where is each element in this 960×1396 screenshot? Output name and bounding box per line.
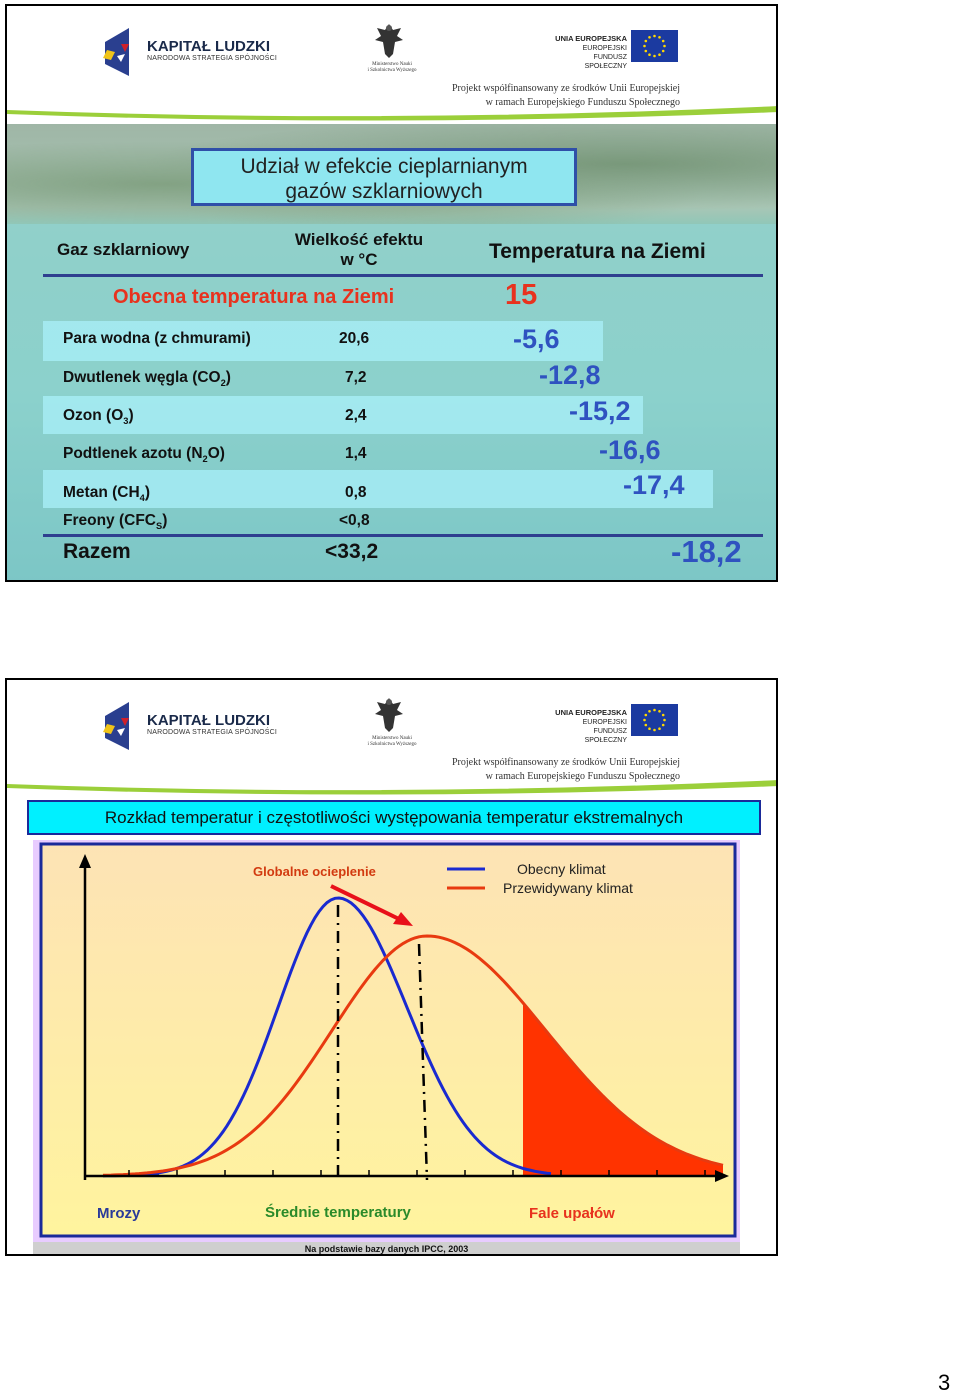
project-text: Projekt współfinansowany ze środków Unii…	[451, 757, 680, 782]
total-divider	[43, 534, 763, 537]
x-label-heat-waves: Fale upałów	[529, 1205, 615, 1222]
header-swoosh	[7, 780, 776, 795]
ministry-text: Ministerstwo Nauki i Szkolnictwa Wyższego	[367, 736, 417, 747]
x-label-frost: Mrozy	[97, 1205, 141, 1222]
eu-flag-icon	[631, 30, 678, 62]
series-line-predicted-climate	[102, 934, 724, 1177]
eagle-emblem-icon	[375, 24, 403, 58]
gas-effect: 1,4	[345, 445, 367, 462]
legend-label-predicted: Przewidywany klimat	[503, 880, 633, 896]
source-note: Na podstawie bazy danych IPCC, 2003	[33, 1242, 740, 1254]
row-bg	[43, 321, 603, 361]
kl-title: KAPITAŁ LUDZKI	[147, 38, 271, 55]
annotation-arrowhead-icon	[393, 912, 413, 926]
header-divider	[43, 274, 763, 277]
annotation-arrow	[330, 884, 402, 922]
slide-temperature-distribution: KAPITAŁ LUDZKI NARODOWA STRATEGIA SPÓJNO…	[5, 678, 778, 1256]
gas-temp: -16,6	[599, 435, 661, 465]
gas-temp: -17,4	[623, 470, 685, 500]
ue-text: UNIA EUROPEJSKA EUROPEJSKI FUNDUSZ SPOŁECZ…	[555, 708, 627, 744]
page-number: 3	[938, 1370, 951, 1395]
ue-text: UNIA EUROPEJSKA EUROPEJSKI FUNDUSZ SPOŁECZ…	[555, 34, 627, 70]
col-effect-header: Wielkość efektu w °C	[294, 230, 424, 269]
col-temp-header: Temperatura na Ziemi	[489, 240, 706, 263]
current-temp-value: 15	[505, 279, 538, 311]
kapital-ludzki-logo-icon	[103, 702, 129, 750]
header-swoosh	[7, 106, 776, 121]
x-axis-arrow-icon	[715, 1170, 729, 1182]
gas-name: Ozon (O3)	[63, 407, 134, 427]
row-bg	[43, 396, 643, 434]
x-axis-ticks	[128, 1170, 706, 1176]
greenhouse-table: Gaz szklarniowy Wielkość efektu w °C Temp…	[7, 124, 776, 580]
slide1-title: Udział w efekcie cieplarnianym gazów szkl…	[191, 148, 577, 206]
gas-effect: 0,8	[345, 484, 367, 501]
row-bg	[43, 470, 713, 508]
gas-temp: -5,6	[513, 324, 560, 354]
kl-title: KAPITAŁ LUDZKI	[147, 712, 271, 729]
total-effect: <33,2	[325, 540, 379, 563]
slide2-title: Rozkład temperatur i częstotliwości wyst…	[27, 800, 761, 835]
col-gas-header: Gaz szklarniowy	[57, 240, 190, 259]
slide-header: KAPITAŁ LUDZKI NARODOWA STRATEGIA SPÓJNO…	[7, 680, 776, 800]
gas-name: Dwutlenek węgla (CO2)	[63, 369, 231, 389]
gas-name: Freony (CFCS)	[63, 512, 168, 532]
current-temp-label: Obecna temperatura na Ziemi	[113, 286, 395, 308]
y-axis-arrow-icon	[79, 854, 91, 868]
slide-header: KAPITAŁ LUDZKI NARODOWA STRATEGIA SPÓJNO…	[7, 6, 776, 126]
gas-temp: -12,8	[539, 360, 601, 390]
temperature-distribution-chart: Globalne ocieplenie Obecny klimat Przewi…	[33, 840, 740, 1242]
kapital-ludzki-logo-icon	[103, 28, 129, 76]
heat-wave-area	[523, 1002, 723, 1176]
legend-label-current: Obecny klimat	[517, 861, 606, 877]
ministry-text: Ministerstwo Nauki i Szkolnictwa Wyższego	[367, 62, 417, 73]
eu-flag-icon	[631, 704, 678, 736]
x-label-average: Średnie temperatury	[265, 1203, 412, 1221]
kl-subtitle: NARODOWA STRATEGIA SPÓJNOŚCI	[147, 55, 278, 62]
gas-temp: -15,2	[569, 396, 631, 426]
slide1-body: Udział w efekcie cieplarnianym gazów szkl…	[7, 124, 776, 580]
gas-effect: 20,6	[339, 330, 370, 347]
annotation-global-warming: Globalne ocieplenie	[253, 864, 376, 879]
eagle-emblem-icon	[375, 698, 403, 732]
total-label: Razem	[63, 540, 131, 563]
gas-effect: 7,2	[345, 369, 367, 386]
slide-greenhouse-gases: KAPITAŁ LUDZKI NARODOWA STRATEGIA SPÓJNO…	[5, 4, 778, 582]
gas-effect: <0,8	[339, 512, 370, 529]
kl-subtitle: NARODOWA STRATEGIA SPÓJNOŚCI	[147, 729, 278, 736]
gas-name: Podtlenek azotu (N2O)	[63, 445, 225, 465]
gas-name: Metan (CH4)	[63, 484, 150, 504]
total-temp: -18,2	[671, 534, 742, 569]
gas-effect: 2,4	[345, 407, 367, 424]
project-text: Projekt współfinansowany ze środków Unii…	[451, 83, 680, 108]
gas-name: Para wodna (z chmurami)	[63, 330, 251, 347]
